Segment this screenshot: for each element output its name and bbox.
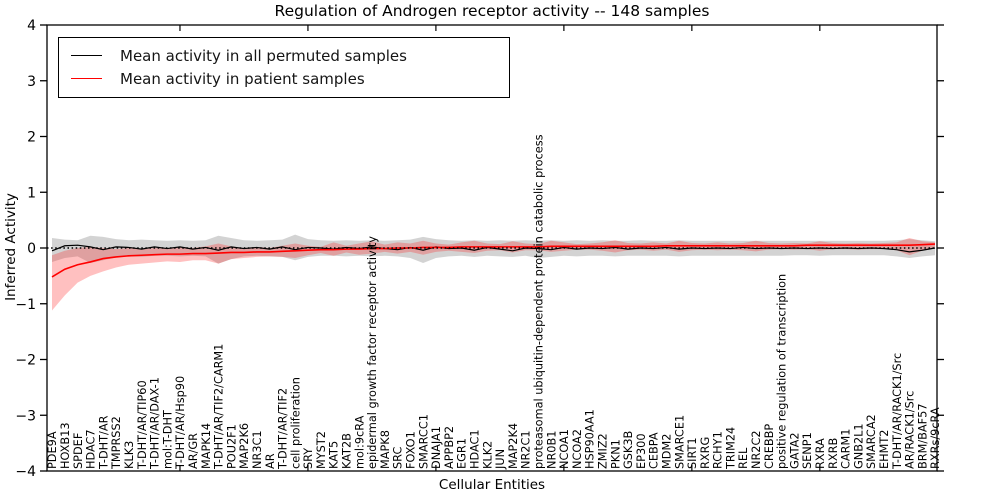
x-tick-label: SIRT1: [686, 437, 699, 469]
y-tick-label: 2: [27, 130, 36, 146]
patient-mean-line: [51, 243, 936, 278]
x-tick-label: MAPK14: [200, 423, 213, 469]
x-tick-label: T-DHT/AR/TIP60: [136, 380, 149, 470]
x-tick-label: FOXO1: [405, 431, 418, 469]
x-tick-label: NR2C1: [520, 430, 533, 469]
x-tick-label: CARM1: [840, 429, 853, 469]
x-tick-label: HSP90AA1: [584, 409, 597, 469]
x-tick-label: HDAC1: [469, 429, 482, 469]
x-tick-label: GNB2L1: [852, 423, 865, 469]
x-tick-label: MAP2K4: [507, 423, 520, 469]
x-tick-label: T-DHT/AR/TIF2: [277, 388, 290, 470]
x-axis-label: Cellular Entities: [438, 477, 546, 493]
x-tick-label: BRM/BAF57: [916, 403, 929, 469]
x-tick-label: NR0B1: [545, 431, 558, 469]
x-tick-label: CEBPA: [648, 432, 661, 469]
x-tick-label: KAT5: [328, 441, 341, 469]
x-tick-label: SRC: [392, 447, 405, 469]
x-tick-label: TRIM24: [724, 427, 737, 470]
x-tick-label: RXRB: [827, 438, 840, 469]
legend-item-permuted: Mean activity in all permuted samples: [71, 44, 499, 67]
x-tick-label: RXRs/9cRA: [929, 407, 942, 469]
x-tick-label: KAT2B: [341, 433, 354, 469]
x-tick-label: MYST2: [315, 431, 328, 469]
legend-label-permuted: Mean activity in all permuted samples: [120, 46, 407, 65]
legend: Mean activity in all permuted samples Me…: [58, 37, 510, 98]
x-tick-label: NR3C1: [251, 430, 264, 469]
x-tick-label: DNAJA1: [430, 426, 443, 469]
x-tick-label: cell proliferation: [289, 377, 302, 469]
x-tick-label: CREBBP: [763, 424, 776, 469]
x-tick-label: AR/GR: [187, 433, 200, 469]
x-tick-label: MDM2: [660, 434, 673, 469]
y-tick-label: 4: [27, 18, 36, 34]
x-tick-label: KLK2: [481, 441, 494, 469]
y-tick-label: 0: [27, 241, 36, 257]
x-tick-label: GSK3B: [622, 431, 635, 469]
x-tick-label: POU2F1: [225, 424, 238, 469]
x-tick-label: NCOA2: [571, 429, 584, 469]
y-tick-label: −4: [15, 464, 36, 480]
x-tick-label: EHMT2: [878, 430, 891, 469]
x-tick-label: AR: [264, 453, 277, 469]
x-tick-label: PDE9A: [46, 431, 59, 469]
legend-item-patient: Mean activity in patient samples: [71, 67, 499, 90]
x-tick-label: MAP2K6: [238, 423, 251, 469]
x-tick-label: SENP1: [801, 432, 814, 469]
x-tick-label: T-DHT/AR/DAX-1: [149, 377, 162, 470]
x-tick-label: HOXB13: [59, 422, 72, 469]
x-tick-label: T-DHT/AR/RACK1/Src: [891, 353, 904, 470]
x-tick-label: RXRG: [699, 437, 712, 469]
y-tick-label: −2: [15, 353, 36, 369]
legend-label-patient: Mean activity in patient samples: [120, 69, 365, 88]
x-tick-label: T-DHT/AR: [97, 415, 110, 470]
permuted-line-swatch: [71, 55, 102, 56]
x-tick-label: epidermal growth factor receptor activit…: [366, 236, 379, 469]
x-tick-label: SMARCE1: [673, 415, 686, 469]
x-tick-label: TMPRSS2: [110, 416, 123, 470]
x-tick-label: APPBP2: [443, 426, 456, 469]
x-tick-label: NCOA1: [558, 429, 571, 469]
x-tick-label: SMARCA2: [865, 414, 878, 469]
x-tick-label: SPDEF: [72, 433, 85, 469]
x-tick-label: ZMIZ2: [596, 433, 609, 469]
y-tick-label: 1: [27, 185, 36, 201]
y-tick-label: −3: [15, 408, 36, 424]
x-tick-label: SMARCC1: [417, 414, 430, 469]
x-tick-label: positive regulation of transcription: [776, 274, 789, 469]
x-tick-label: EP300: [635, 433, 648, 469]
patient-band: [52, 237, 935, 311]
x-tick-label: REL: [737, 447, 750, 469]
x-tick-label: proteasomal ubiquitin-dependent protein …: [532, 134, 545, 469]
x-tick-label: AR/RACK1/Src: [904, 391, 917, 469]
x-tick-label: RXRA: [814, 438, 827, 469]
x-tick-label: EGR1: [456, 438, 469, 469]
y-axis-label: Inferred Activity: [3, 193, 19, 301]
x-tick-label: GATA2: [788, 432, 801, 469]
x-tick-label: T-DHT/AR/TIF2/CARM1: [213, 344, 226, 470]
patient-line-swatch: [71, 78, 102, 79]
x-tick-label: MAPK8: [379, 430, 392, 469]
x-tick-label: mol:9cRA: [353, 415, 366, 469]
x-tick-label: RCHY1: [712, 431, 725, 469]
y-tick-label: 3: [27, 74, 36, 90]
permuted-band: [52, 234, 935, 264]
x-tick-label: NR2C2: [750, 430, 763, 469]
chart-title: Regulation of Androgen receptor activity…: [274, 2, 710, 20]
x-tick-label: T-DHT/AR/Hsp90: [174, 376, 187, 470]
x-tick-label: SRY: [302, 448, 315, 469]
x-tick-label: KLK3: [123, 441, 136, 469]
x-tick-label: JUN: [494, 449, 507, 470]
x-tick-label: PKN1: [609, 439, 622, 469]
x-tick-label: HDAC7: [85, 429, 98, 469]
x-tick-label: mol:T-DHT: [161, 410, 174, 469]
y-tick-label: −1: [15, 297, 36, 313]
